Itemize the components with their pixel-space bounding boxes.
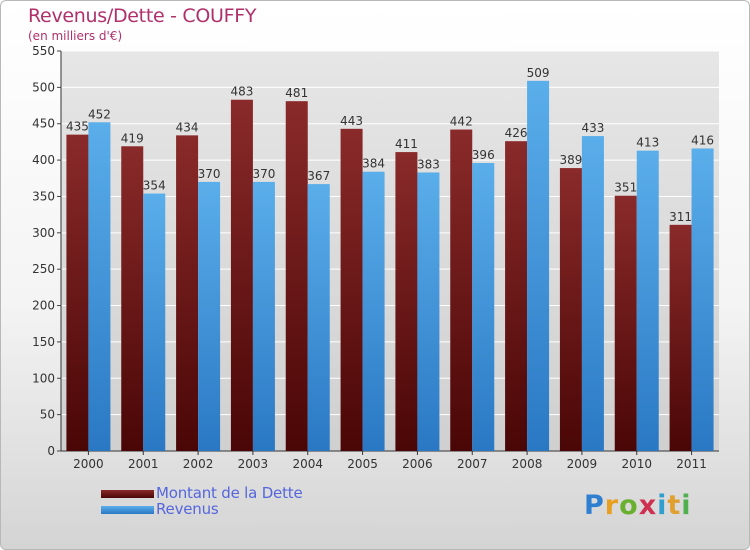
data-label-dette-2003: 483 bbox=[230, 85, 253, 99]
data-label-revenus-2007: 396 bbox=[472, 148, 495, 162]
y-tick-label: 300 bbox=[32, 226, 55, 240]
bar-dette-2002 bbox=[176, 135, 199, 451]
bar-dette-2008 bbox=[505, 141, 528, 451]
y-tick-label: 550 bbox=[32, 44, 55, 58]
bar-dette-2001 bbox=[121, 146, 144, 452]
proxiti-logo: Proxiti bbox=[584, 490, 692, 521]
bar-revenus-2000 bbox=[88, 122, 111, 451]
x-tick-label: 2001 bbox=[128, 457, 159, 471]
bar-revenus-2002 bbox=[198, 181, 221, 451]
y-tick-label: 150 bbox=[32, 335, 55, 349]
bar-dette-2004 bbox=[285, 101, 308, 451]
data-label-dette-2004: 481 bbox=[285, 86, 308, 100]
x-tick-label: 2010 bbox=[621, 457, 652, 471]
bar-revenus-2005 bbox=[362, 171, 385, 451]
bar-revenus-2009 bbox=[581, 136, 604, 451]
y-tick-label: 400 bbox=[32, 153, 55, 167]
x-tick-label: 2006 bbox=[402, 457, 433, 471]
y-tick-label: 350 bbox=[32, 189, 55, 203]
plot-area bbox=[61, 51, 719, 451]
data-label-dette-2007: 442 bbox=[450, 115, 473, 129]
bar-revenus-2003 bbox=[252, 181, 275, 451]
data-label-dette-2000: 435 bbox=[66, 120, 89, 134]
y-tick-label: 450 bbox=[32, 117, 55, 131]
x-tick-label: 2007 bbox=[457, 457, 488, 471]
bar-revenus-2007 bbox=[472, 163, 495, 451]
x-tick-label: 2000 bbox=[73, 457, 104, 471]
data-label-revenus-2006: 383 bbox=[417, 157, 440, 171]
x-tick-label: 2008 bbox=[512, 457, 543, 471]
data-label-revenus-2010: 413 bbox=[636, 136, 659, 150]
data-label-revenus-2000: 452 bbox=[88, 107, 111, 121]
data-label-dette-2001: 419 bbox=[121, 131, 144, 145]
bar-dette-2005 bbox=[340, 128, 363, 451]
bar-dette-2007 bbox=[450, 129, 473, 451]
bar-revenus-2008 bbox=[527, 80, 550, 452]
y-tick-label: 0 bbox=[47, 444, 55, 458]
data-label-revenus-2002: 370 bbox=[198, 167, 221, 181]
bar-dette-2000 bbox=[66, 134, 89, 452]
x-tick-label: 2004 bbox=[292, 457, 323, 471]
x-tick-label: 2011 bbox=[676, 457, 707, 471]
bar-dette-2010 bbox=[614, 195, 637, 451]
data-label-revenus-2009: 433 bbox=[581, 121, 604, 135]
legend-swatch-dette bbox=[101, 490, 154, 498]
chart-title: Revenus/Dette - COUFFY bbox=[28, 5, 257, 27]
bar-revenus-2011 bbox=[691, 148, 714, 452]
x-tick-label: 2005 bbox=[347, 457, 378, 471]
bar-revenus-2010 bbox=[636, 150, 659, 452]
data-label-revenus-2001: 354 bbox=[143, 179, 166, 193]
y-tick-label: 200 bbox=[32, 299, 55, 313]
data-label-dette-2005: 443 bbox=[340, 114, 363, 128]
data-label-revenus-2011: 416 bbox=[691, 133, 714, 147]
x-tick-label: 2009 bbox=[567, 457, 598, 471]
data-label-dette-2008: 426 bbox=[505, 126, 528, 140]
legend-label-revenus: Revenus bbox=[156, 500, 219, 518]
data-label-revenus-2004: 367 bbox=[307, 169, 330, 183]
data-label-revenus-2008: 509 bbox=[527, 66, 550, 80]
y-tick-label: 100 bbox=[32, 371, 55, 385]
legend-label-dette: Montant de la Dette bbox=[156, 484, 303, 502]
bar-dette-2011 bbox=[669, 224, 692, 451]
y-tick-label: 250 bbox=[32, 262, 55, 276]
data-label-dette-2010: 351 bbox=[614, 181, 637, 195]
bar-dette-2009 bbox=[559, 168, 582, 451]
data-label-dette-2011: 311 bbox=[669, 210, 692, 224]
bar-dette-2006 bbox=[395, 152, 418, 451]
data-label-revenus-2005: 384 bbox=[362, 157, 385, 171]
chart-subtitle: (en milliers d'€) bbox=[28, 29, 123, 43]
data-label-dette-2002: 434 bbox=[176, 120, 199, 134]
data-label-dette-2009: 389 bbox=[559, 153, 582, 167]
bar-revenus-2001 bbox=[143, 193, 166, 451]
x-tick-label: 2003 bbox=[238, 457, 269, 471]
data-label-dette-2006: 411 bbox=[395, 137, 418, 151]
bar-revenus-2006 bbox=[417, 172, 440, 452]
y-tick-label: 500 bbox=[32, 80, 55, 94]
data-label-revenus-2003: 370 bbox=[252, 167, 275, 181]
bar-revenus-2004 bbox=[307, 184, 330, 451]
bar-dette-2003 bbox=[230, 99, 253, 452]
legend-swatch-revenus bbox=[101, 506, 154, 514]
x-tick-label: 2002 bbox=[183, 457, 214, 471]
y-tick-label: 50 bbox=[40, 408, 55, 422]
